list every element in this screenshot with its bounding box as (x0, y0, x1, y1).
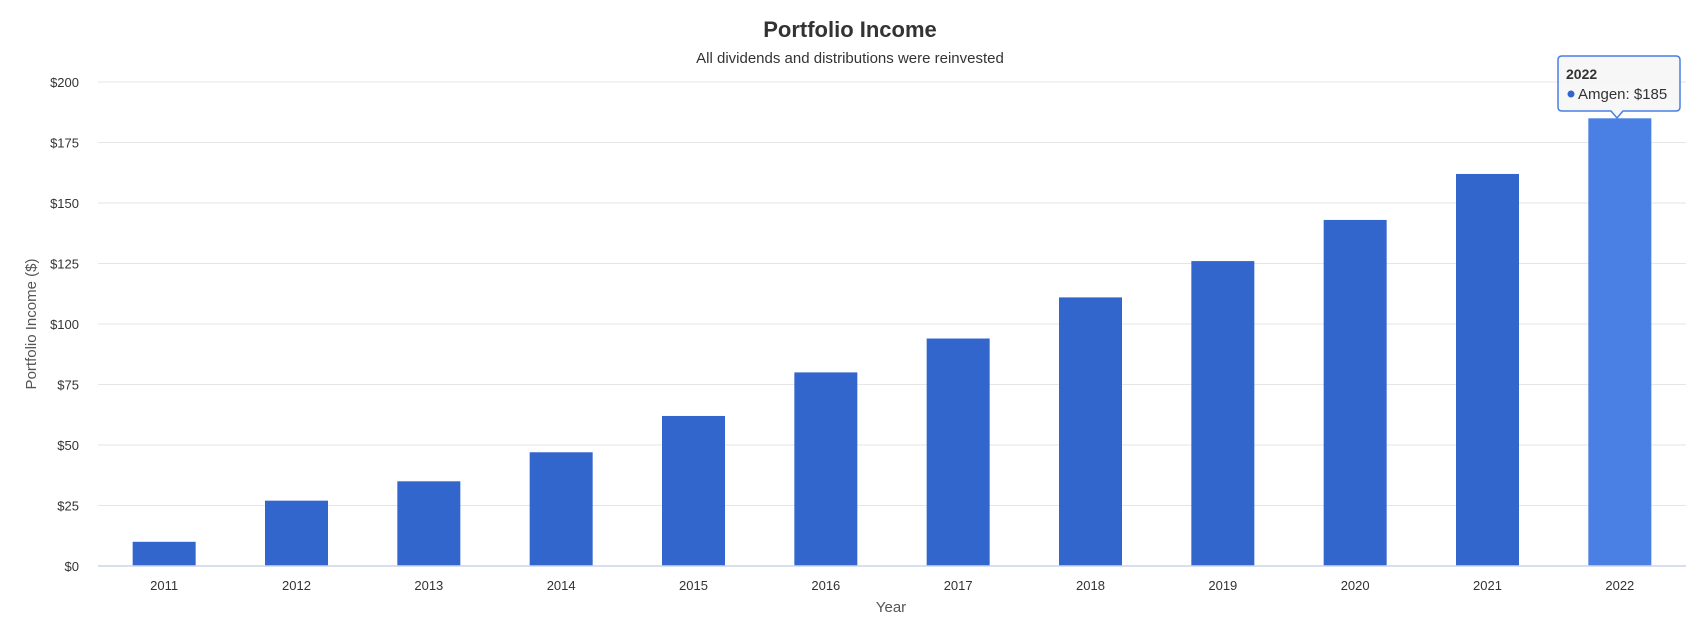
bar-2013[interactable] (397, 481, 461, 566)
chart-subtitle: All dividends and distributions were rei… (696, 50, 1004, 67)
x-tick-label: 2011 (150, 578, 178, 593)
bar-2022[interactable] (1588, 118, 1652, 567)
tooltip-row: Amgen: $185 (1578, 86, 1667, 103)
x-tick-label: 2014 (547, 578, 576, 593)
bar-2016[interactable] (794, 372, 858, 566)
y-tick-label: $0 (65, 559, 79, 574)
bar-2019[interactable] (1191, 261, 1255, 566)
bar-2021[interactable] (1456, 173, 1519, 566)
y-tick-label: $25 (57, 499, 79, 514)
grid-lines (98, 81, 1686, 506)
y-tick-label: $50 (57, 438, 79, 453)
x-tick-label: 2016 (811, 578, 840, 593)
x-tick-label: 2017 (944, 578, 973, 593)
x-tick-label: 2018 (1076, 578, 1105, 593)
tooltip-title: 2022 (1566, 66, 1597, 82)
bar-2011[interactable] (132, 541, 196, 566)
bar-2017[interactable] (926, 338, 990, 566)
y-tick-label: $125 (50, 257, 79, 272)
bar-2014[interactable] (529, 452, 593, 566)
x-axis-label: Year (876, 599, 906, 616)
bar-2015[interactable] (662, 415, 725, 566)
y-tick-label: $200 (50, 75, 79, 90)
axes: $0 $25 $50 $75 $100 $125 $150 $175 $200 2011 2012 2… (50, 75, 1686, 593)
x-tick-label: 2013 (414, 578, 443, 593)
x-tick-label: 2020 (1341, 578, 1370, 593)
bar-2018[interactable] (1059, 297, 1122, 566)
y-tick-label: $150 (50, 196, 79, 211)
y-tick-label: $175 (50, 136, 79, 151)
y-tick-label: $100 (50, 317, 79, 332)
y-tick-label: $75 (57, 378, 79, 393)
tooltip-value: $185 (1634, 86, 1667, 103)
tooltip-box (1557, 55, 1681, 120)
x-tick-label: 2019 (1208, 578, 1237, 593)
x-tick-label: 2015 (679, 578, 708, 593)
tooltip-series-marker (1567, 90, 1575, 98)
bar-2012[interactable] (265, 500, 328, 566)
x-tick-label: 2022 (1605, 578, 1634, 593)
tooltip: 2022 Amgen: $185 (1557, 55, 1681, 120)
chart-title: Portfolio Income (763, 17, 937, 42)
tooltip-separator: : (1626, 86, 1634, 103)
tooltip-series-name: Amgen (1578, 86, 1626, 103)
y-axis-label: Portfolio Income ($) (23, 259, 40, 390)
bars (132, 118, 1652, 567)
x-tick-label: 2021 (1473, 578, 1502, 593)
x-tick-label: 2012 (282, 578, 311, 593)
bar-2020[interactable] (1323, 219, 1387, 566)
